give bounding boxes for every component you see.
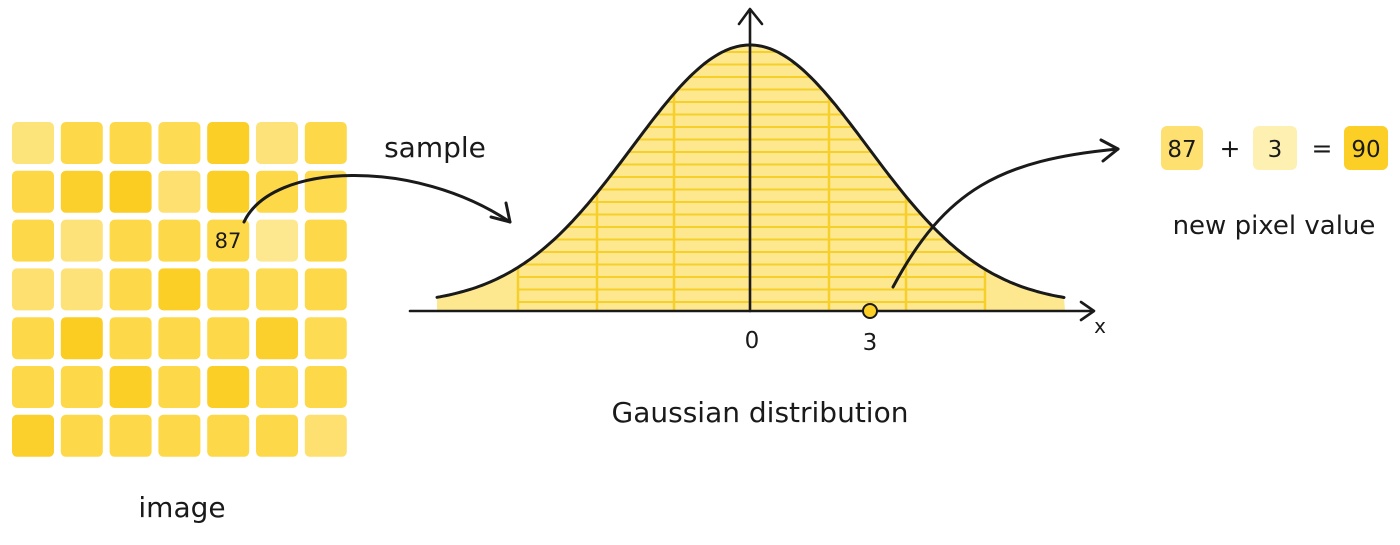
result-value: 90	[1351, 137, 1380, 163]
pixel-cell	[60, 122, 103, 164]
sample-label: sample	[384, 131, 486, 164]
y-axis-arrowhead	[737, 7, 764, 26]
pixel-cell	[60, 414, 103, 457]
sample-point-marker	[862, 303, 878, 319]
pixel-cell	[109, 219, 152, 262]
pixel-cell	[12, 366, 54, 408]
pixel-cell	[109, 317, 152, 360]
origin-tick-label: 0	[745, 328, 760, 354]
pixel-cell	[12, 317, 54, 360]
image-caption: image	[138, 491, 225, 524]
pixel-cell	[12, 414, 54, 457]
pixel-cell	[158, 366, 201, 408]
pixel-cell	[256, 366, 298, 408]
noise-value-box	[1253, 126, 1297, 170]
pixel-cell	[12, 170, 54, 213]
pixel-value-box	[1161, 126, 1203, 170]
pixel-cell	[60, 170, 103, 213]
sample-arrow	[242, 174, 512, 224]
plus-sign: +	[1220, 134, 1241, 163]
result-arrow	[891, 138, 1120, 289]
pixel-cell	[60, 317, 103, 360]
pixel-value: 87	[1167, 137, 1196, 163]
pixel-cell	[207, 122, 250, 164]
pixel-cell	[304, 414, 347, 457]
pixel-cell	[256, 219, 298, 262]
pixel-cell	[304, 268, 347, 311]
distribution-title: Gaussian distribution	[612, 396, 909, 429]
equation: 87 + 3 = 90 new pixel value	[1161, 126, 1388, 241]
pixel-cell	[109, 122, 152, 164]
pixel-cell	[207, 268, 250, 311]
equals-sign: =	[1312, 134, 1333, 163]
result-value-box	[1344, 126, 1388, 170]
image-pixel-grid	[12, 122, 347, 457]
pixel-cell	[256, 317, 298, 360]
pixel-cell	[256, 122, 298, 164]
pixel-cell	[207, 219, 250, 262]
pixel-cell	[256, 414, 298, 457]
pixel-cell	[158, 122, 201, 164]
pixel-cell	[207, 170, 250, 213]
pixel-cell	[109, 268, 152, 311]
pixel-cell	[158, 219, 201, 262]
pixel-cell	[109, 170, 152, 213]
pixel-cell	[207, 366, 250, 408]
x-axis-label: x	[1094, 314, 1106, 338]
pixel-cell	[12, 268, 54, 311]
pixel-cell	[158, 317, 201, 360]
gaussian-chart: x 0 3 Gaussian distribution	[408, 7, 1106, 429]
pixel-cell	[256, 268, 298, 311]
x-axis-arrowhead	[1079, 300, 1096, 322]
pixel-cell	[12, 122, 54, 164]
pixel-cell	[158, 268, 201, 311]
pixel-cell	[207, 414, 250, 457]
pixel-cell	[207, 317, 250, 360]
pixel-cell	[158, 170, 201, 213]
noise-value: 3	[1268, 137, 1283, 163]
sample-tick-label: 3	[863, 330, 878, 356]
pixel-cell	[304, 219, 347, 262]
pixel-cell	[304, 366, 347, 408]
pixel-cell	[304, 170, 347, 213]
pixel-value-label: 87	[215, 229, 242, 253]
pixel-cell	[304, 317, 347, 360]
pixel-cell	[60, 366, 103, 408]
pixel-cell	[158, 414, 201, 457]
pixel-cell	[12, 219, 54, 262]
pixel-cell	[109, 366, 152, 408]
bell-curve	[435, 43, 1066, 299]
equation-caption: new pixel value	[1173, 211, 1376, 241]
pixel-cell	[109, 414, 152, 457]
pixel-cell	[60, 219, 103, 262]
pixel-cell	[60, 268, 103, 311]
pixel-cell	[304, 122, 347, 164]
